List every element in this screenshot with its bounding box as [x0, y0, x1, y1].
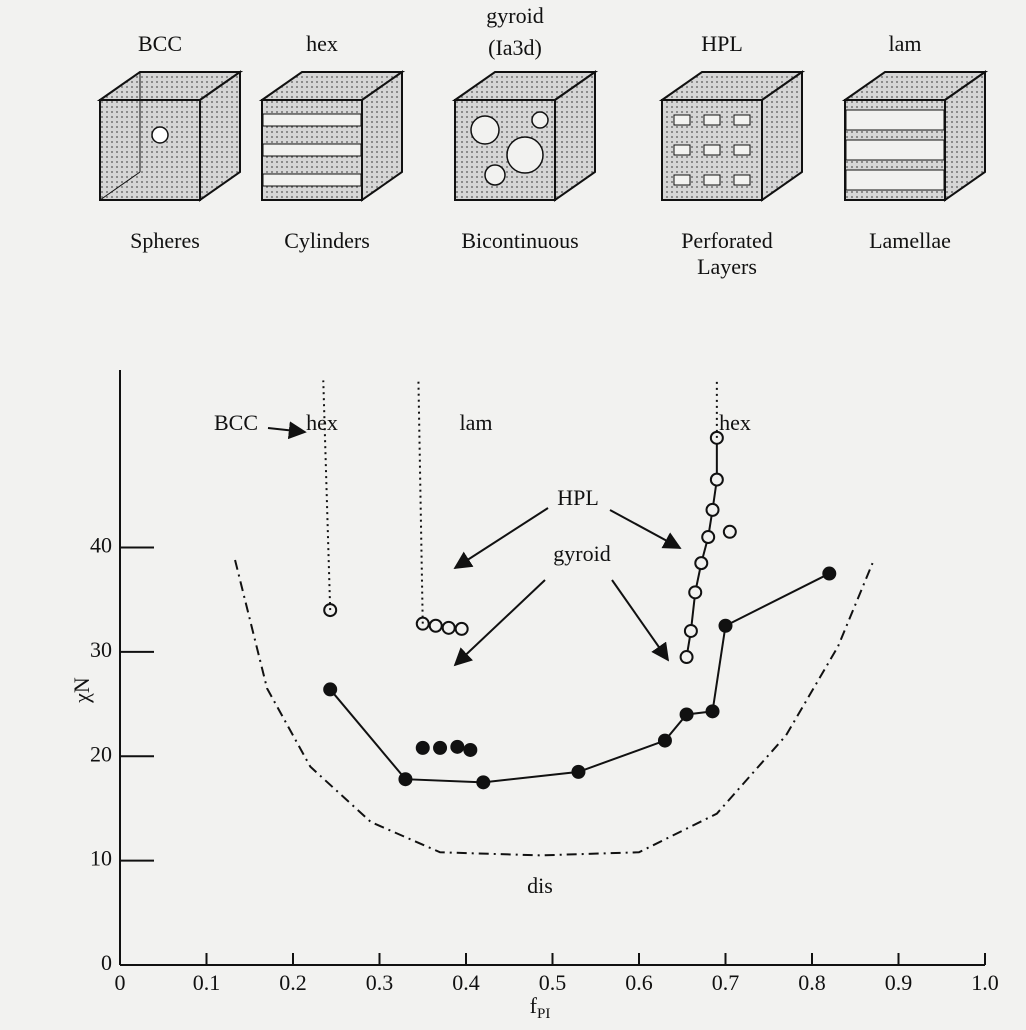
annotation: dis [527, 873, 553, 898]
stripe [846, 110, 944, 130]
structure-bottom-label: Cylinders [284, 228, 370, 253]
data-point [443, 622, 455, 634]
x-tick-label: 0.8 [798, 970, 826, 995]
figure: 0 10 20 30 40 0 0.1 0.2 0.3 0.4 0.5 0.6 0.7 0.8 0.9 1.0… [0, 0, 1026, 1030]
structure-top-label: hex [306, 31, 338, 56]
structure-bottom-label: Bicontinuous [461, 228, 578, 253]
arrow [268, 428, 305, 432]
x-tick-label: 0.4 [452, 970, 480, 995]
x-tick-label: 0.7 [712, 970, 740, 995]
structure-bottom-label: Lamellae [869, 228, 951, 253]
channel [471, 116, 499, 144]
y-tick-label: 0 [101, 950, 112, 975]
y-tick-label: 20 [90, 741, 112, 766]
structure: lam Lamellae [845, 31, 985, 253]
perforation [734, 175, 750, 185]
annotation: BCC [214, 410, 258, 435]
stripe [846, 170, 944, 190]
data-point [324, 683, 336, 695]
structure-bottom-label: Spheres [130, 228, 200, 253]
structure: gyroid (Ia3d) Bicontinuous [455, 3, 595, 253]
channel [532, 112, 548, 128]
perforation [734, 115, 750, 125]
y-tick-label: 10 [90, 846, 112, 871]
annotation: lam [460, 410, 493, 435]
perforation [674, 145, 690, 155]
arrow [612, 580, 668, 660]
sphere [152, 127, 168, 143]
annotation: hex [719, 410, 751, 435]
data-point [724, 526, 736, 538]
series-line [330, 574, 829, 783]
data-point [707, 705, 719, 717]
data-point [430, 620, 442, 632]
cube-front [100, 100, 200, 200]
data-point [434, 742, 446, 754]
series-line [418, 380, 422, 623]
annotation: HPL [557, 485, 599, 510]
channel [507, 137, 543, 173]
structure-top-label: lam [889, 31, 922, 56]
x-tick-label: 1.0 [971, 970, 999, 995]
annotation: gyroid [553, 541, 610, 566]
data-point [572, 766, 584, 778]
arrow [455, 508, 548, 568]
perforation [734, 145, 750, 155]
structure-top-label: (Ia3d) [488, 35, 542, 60]
data-point [695, 557, 707, 569]
data-point [681, 708, 693, 720]
data-point [477, 776, 489, 788]
data-point [685, 625, 697, 637]
data-point [711, 474, 723, 486]
data-point [417, 742, 429, 754]
data-point [659, 735, 671, 747]
data-point [399, 773, 411, 785]
arrow [610, 510, 680, 548]
data-point [707, 504, 719, 516]
structure-top-label: BCC [138, 31, 182, 56]
x-tick-label: 0.6 [625, 970, 653, 995]
data-point [681, 651, 693, 663]
perforation [704, 175, 720, 185]
data-point [456, 623, 468, 635]
structure: hex Cylinders [262, 31, 402, 253]
arrows [268, 428, 680, 665]
y-tick-label: 40 [90, 533, 112, 558]
structure-top-label: gyroid [486, 3, 543, 28]
x-tick-label: 0.5 [539, 970, 567, 995]
x-tick-label: 0.1 [193, 970, 221, 995]
stripe [263, 114, 361, 126]
x-tick-label: 0 [115, 970, 126, 995]
x-axis-label-sub: PI [537, 1006, 550, 1022]
data-point [689, 586, 701, 598]
x-tick-label: 0.9 [885, 970, 913, 995]
stripe [263, 144, 361, 156]
perforation [704, 145, 720, 155]
stripe [846, 140, 944, 160]
channel [485, 165, 505, 185]
structure: BCC Spheres [100, 31, 240, 253]
structure-top-label: HPL [701, 31, 743, 56]
data-point [464, 744, 476, 756]
x-axis-label: fPI [530, 993, 551, 1022]
x-tick-label: 0.3 [366, 970, 394, 995]
structure-bottom-label: Layers [697, 254, 757, 279]
perforation [674, 175, 690, 185]
structure-bottom-label: Perforated [681, 228, 773, 253]
y-tick-label: 30 [90, 637, 112, 662]
arrow [455, 580, 545, 665]
perforation [674, 115, 690, 125]
annotation: hex [306, 410, 338, 435]
y-axis-label: χN [69, 677, 94, 704]
data-point [720, 620, 732, 632]
data-point [451, 741, 463, 753]
data-point [823, 568, 835, 580]
perforation [704, 115, 720, 125]
stripe [263, 174, 361, 186]
x-tick-label: 0.2 [279, 970, 307, 995]
data-point [702, 531, 714, 543]
